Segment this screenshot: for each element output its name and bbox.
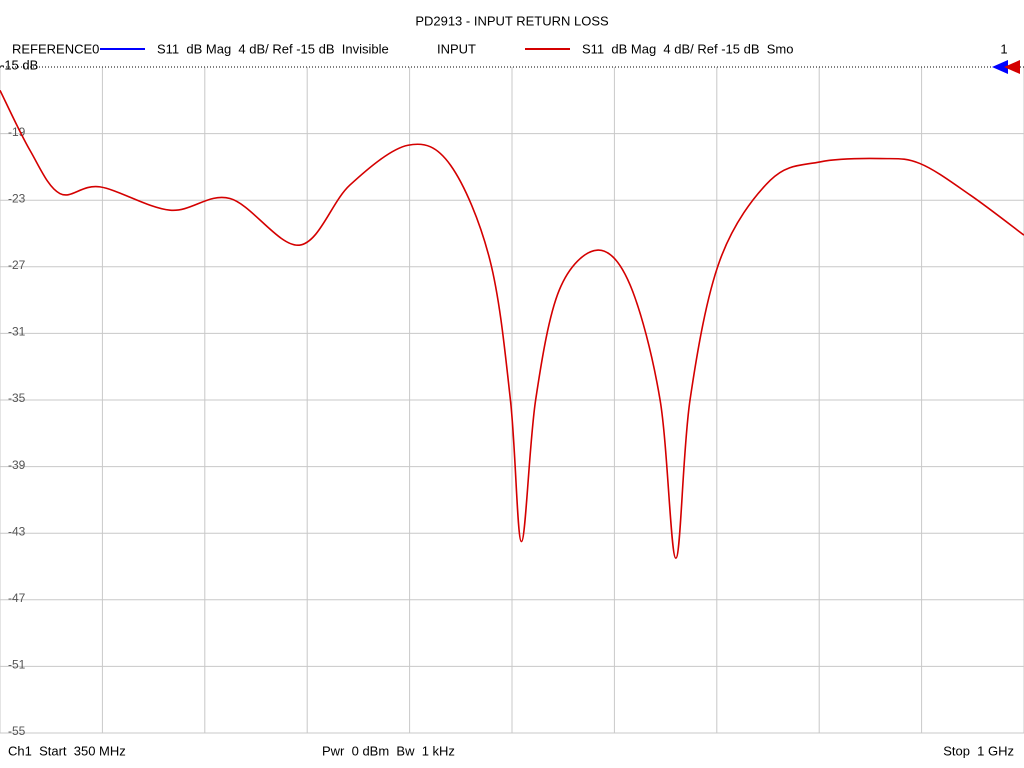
legend-label: REFERENCE0 bbox=[12, 41, 99, 56]
legend-description: S11 dB Mag 4 dB/ Ref -15 dB Smo bbox=[582, 41, 793, 56]
y-tick-label: -43 bbox=[8, 524, 26, 538]
marker-label: 1 bbox=[1000, 41, 1007, 56]
y-tick-label: -47 bbox=[8, 591, 26, 605]
reference-marker bbox=[992, 60, 1008, 74]
data-line bbox=[0, 89, 1024, 559]
y-tick-label: -51 bbox=[8, 658, 26, 672]
y-tick-label: -27 bbox=[8, 258, 26, 272]
stop-label: Stop 1 GHz bbox=[943, 743, 1014, 758]
legend-label: INPUT bbox=[437, 41, 476, 56]
start-label: Ch1 Start 350 MHz bbox=[8, 743, 126, 758]
y-tick-label: -39 bbox=[8, 458, 26, 472]
reference-marker bbox=[1004, 60, 1020, 74]
y-tick-label: -31 bbox=[8, 325, 26, 339]
y-tick-label: -23 bbox=[8, 191, 26, 205]
reference-label: -15 dB bbox=[0, 57, 38, 72]
y-tick-label: -35 bbox=[8, 391, 26, 405]
legend-description: S11 dB Mag 4 dB/ Ref -15 dB Invisible bbox=[157, 41, 389, 56]
chart-title: PD2913 - INPUT RETURN LOSS bbox=[415, 13, 609, 28]
y-tick-label: -55 bbox=[8, 724, 26, 738]
power-label: Pwr 0 dBm Bw 1 kHz bbox=[322, 743, 455, 758]
